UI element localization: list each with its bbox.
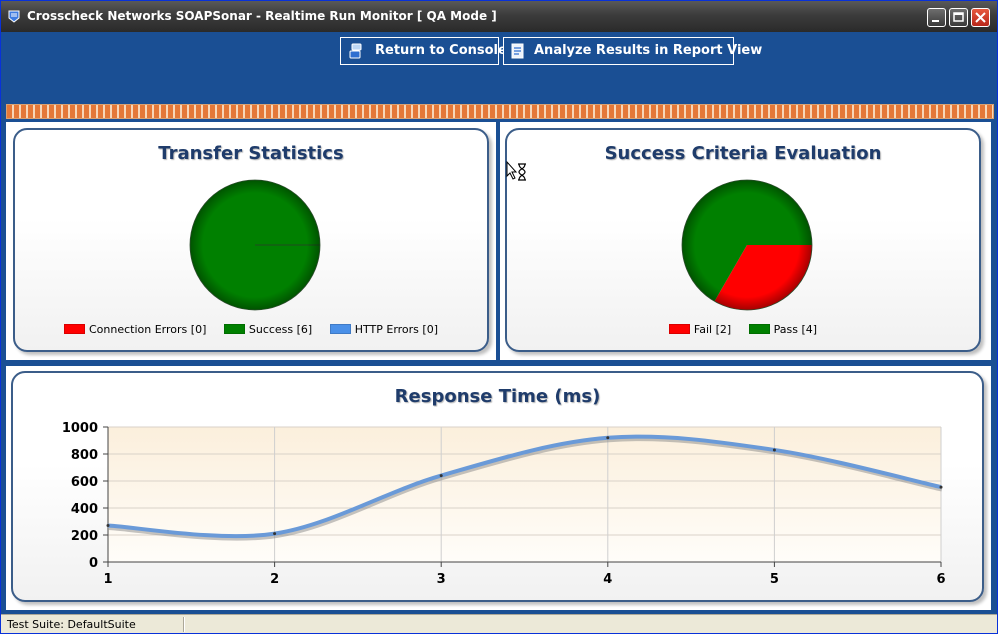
plot-area <box>108 427 941 562</box>
minimize-icon <box>932 20 939 22</box>
app-icon <box>8 10 20 23</box>
legend-http-errors: HTTP Errors [0] <box>329 323 438 336</box>
x-tick-label: 3 <box>437 572 446 587</box>
x-tick-label: 1 <box>103 572 112 587</box>
window-title: Crosscheck Networks SOAPSonar - Realtime… <box>27 9 497 23</box>
maximize-icon <box>953 12 964 22</box>
transfer-statistics-card: Transfer Statistics Connection Errors [0… <box>13 128 489 352</box>
maximize-button[interactable] <box>949 8 968 27</box>
close-button[interactable] <box>971 8 990 27</box>
data-point <box>273 532 277 536</box>
data-point <box>106 524 110 528</box>
status-separator <box>183 617 185 632</box>
data-point <box>606 436 610 440</box>
y-tick-label: 800 <box>71 448 98 463</box>
response-time-title: Response Time (ms) <box>394 386 601 407</box>
success-pie-chart <box>681 179 813 311</box>
transfer-legend: Connection Errors [0] Success [6] HTTP E… <box>15 323 487 336</box>
transfer-statistics-title: Transfer Statistics <box>158 143 344 164</box>
title-bar[interactable]: Crosscheck Networks SOAPSonar - Realtime… <box>1 1 997 32</box>
minimize-button[interactable] <box>927 8 946 27</box>
y-tick-label: 600 <box>71 475 98 490</box>
return-to-console-button[interactable]: Return to Console <box>340 37 507 65</box>
legend-fail: Fail [2] <box>668 323 731 336</box>
status-text: Test Suite: DefaultSuite <box>7 618 136 631</box>
data-point <box>439 474 443 478</box>
transfer-pie-chart <box>189 179 321 311</box>
data-point <box>772 448 776 452</box>
y-tick-label: 1000 <box>62 421 98 436</box>
busy-cursor-icon <box>506 161 526 181</box>
success-criteria-card: Success Criteria Evaluation Fail [2] Pas… <box>505 128 981 352</box>
status-bar: Test Suite: DefaultSuite <box>1 614 997 633</box>
x-tick-label: 2 <box>270 572 279 587</box>
series-line <box>107 434 942 539</box>
y-tick-label: 0 <box>89 556 98 571</box>
legend-success: Success [6] <box>223 323 312 336</box>
legend-connection-errors: Connection Errors [0] <box>64 323 206 336</box>
run-progress-bar <box>6 104 994 119</box>
response-time-chart: 0 200 400 600 800 1000 1 2 3 4 5 6 <box>62 421 946 587</box>
x-tick-label: 4 <box>603 572 612 587</box>
data-point <box>939 485 943 489</box>
y-tick-label: 400 <box>71 502 98 517</box>
pie-edge-shading <box>189 179 321 311</box>
legend-pass: Pass [4] <box>748 323 817 336</box>
response-time-card: Response Time (ms) 0 200 400 600 800 1000 1 2 3 4… <box>11 371 984 602</box>
console-icon <box>349 43 362 59</box>
analyze-results-label: Analyze Results in Report View <box>534 43 763 58</box>
report-icon <box>511 43 524 59</box>
analyze-results-button[interactable]: Analyze Results in Report View <box>503 37 762 65</box>
close-icon <box>975 12 986 23</box>
pie-edge-shading <box>681 179 813 311</box>
success-legend: Fail [2] Pass [4] <box>507 323 979 336</box>
return-to-console-label: Return to Console <box>375 43 507 58</box>
y-tick-label: 200 <box>71 529 98 544</box>
x-tick-label: 6 <box>936 572 945 587</box>
x-tick-label: 5 <box>770 572 779 587</box>
toolbar: Return to Console Analyze Results in Rep… <box>1 32 997 102</box>
success-criteria-title: Success Criteria Evaluation <box>604 143 882 164</box>
